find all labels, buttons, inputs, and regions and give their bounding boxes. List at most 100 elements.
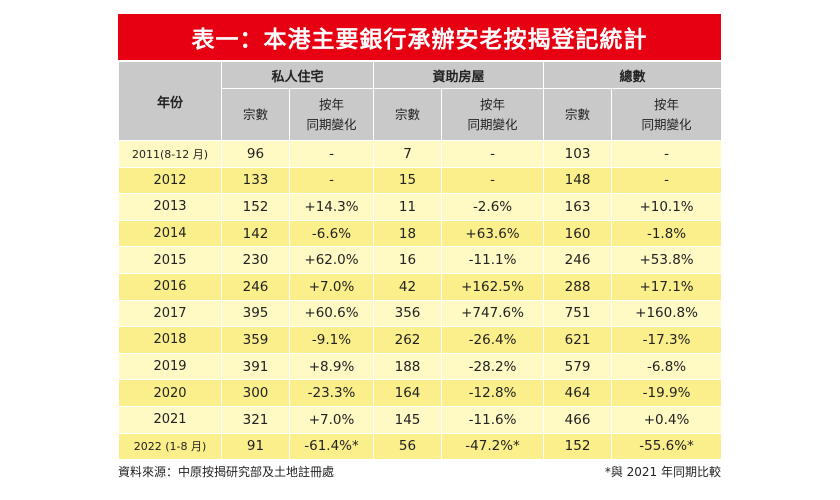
total-count-cell: 621 [543,326,613,354]
change-header: 按年 同期變化 [288,88,375,141]
private-change-cell: -9.1% [288,326,375,354]
subsidised-housing-header: 資助房屋 [373,61,545,89]
year-cell: 2011(8-12 月) [118,140,222,168]
table-row: 2012 133-15-148- [118,166,723,195]
count-header: 宗數 [221,88,290,141]
subsidised-count-cell: 164 [373,379,443,407]
private-change-cell: +7.0% [288,405,375,434]
private-change-cell: +62.0% [288,246,375,274]
year-cell: 2021 [118,405,222,434]
subsidised-change-cell: - [441,166,545,195]
subsidised-count-cell: 7 [373,140,443,168]
subsidised-change-cell: -11.1% [441,246,545,274]
private-count-cell: 91 [221,432,290,461]
subsidised-count-cell: 11 [373,193,443,221]
year-cell: 2017 [118,299,222,328]
total-count-cell: 246 [543,246,613,274]
table-row: 2011(8-12 月) 96-7-103- [118,140,723,168]
count-header: 宗數 [373,88,443,141]
year-cell: 2012 [118,166,222,195]
total-change-cell: -17.3% [611,326,723,354]
total-change-cell: - [611,140,723,168]
private-count-cell: 133 [221,166,290,195]
subsidised-change-cell: -47.2%* [441,432,545,461]
subsidised-change-cell: +63.6% [441,219,545,248]
subsidised-change-cell: +162.5% [441,272,545,301]
table-row: 2013 152 +14.3% 11 -2.6% 163 +10.1% [118,193,723,221]
table-row: 2022 (1-8 月) 91 -61.4%* 56 -47.2%* 152 -55.6%* [118,432,723,461]
total-change-cell: - [611,166,723,195]
subsidised-count-cell: 145 [373,405,443,434]
private-change-cell: -61.4%* [288,432,375,461]
table-row: 2018 359 -9.1% 262 -26.4% 621 -17.3% [118,326,723,354]
private-housing-header: 私人住宅 [220,61,375,89]
private-count-cell: 152 [221,193,290,221]
year-cell: 2015 [118,246,222,274]
subsidised-change-cell: -28.2% [441,352,545,381]
total-change-cell: -19.9% [611,379,723,407]
total-change-cell: -6.8% [611,352,723,381]
private-change-cell: +14.3% [288,193,375,221]
table-row: 2016 246 +7.0% 42 +162.5% 288 +17.1% [118,272,723,301]
total-change-cell: +160.8% [611,299,723,328]
year-cell: 2013 [118,193,222,221]
subsidised-count-cell: 56 [373,432,443,461]
subsidised-count-cell: 42 [373,272,443,301]
change-header: 按年 同期變化 [441,88,545,141]
total-change-cell: -55.6%* [611,432,723,461]
source-note: 資料來源：中原按揭研究部及土地註冊處 [118,465,335,479]
year-cell: 2014 [118,219,222,248]
total-count-cell: 152 [543,432,613,461]
private-count-cell: 246 [221,272,290,301]
table-row: 2021 321 +7.0% 145 -11.6% 466 +0.4% [118,405,723,434]
year-cell: 2018 [118,326,222,354]
table-row: 2019 391 +8.9% 188 -28.2% 579 -6.8% [118,352,723,381]
total-count-cell: 466 [543,405,613,434]
count-header: 宗數 [543,88,613,141]
private-change-cell: +7.0% [288,272,375,301]
total-change-cell: +10.1% [611,193,723,221]
private-count-cell: 230 [221,246,290,274]
private-count-cell: 391 [221,352,290,381]
private-count-cell: 359 [221,326,290,354]
total-count-cell: 464 [543,379,613,407]
comparison-note: *與 2021 年同期比較 [604,465,721,479]
table-row: 2017 395 +60.6% 356 +747.6% 751 +160.8% [118,299,723,328]
year-column-header: 年份 [118,61,222,141]
private-change-cell: - [288,166,375,195]
subsidised-change-cell: +747.6% [441,299,545,328]
private-count-cell: 142 [221,219,290,248]
subsidised-count-cell: 18 [373,219,443,248]
total-count-cell: 160 [543,219,613,248]
table-row: 2015 230 +62.0% 16 -11.1% 246 +53.8% [118,246,723,274]
total-count-cell: 103 [543,140,613,168]
private-change-cell: -6.6% [288,219,375,248]
year-cell: 2022 (1-8 月) [118,432,222,461]
statistics-table: 年份 私人住宅 資助房屋 總數 宗數 按年 同期變化 宗數 按年 同期變化 宗數 按… [118,61,723,461]
year-cell: 2020 [118,379,222,407]
subsidised-change-cell: -11.6% [441,405,545,434]
private-count-cell: 96 [221,140,290,168]
table-row: 2014 142 -6.6% 18 +63.6% 160 -1.8% [118,219,723,248]
subsidised-count-cell: 188 [373,352,443,381]
private-change-cell: - [288,140,375,168]
private-count-cell: 321 [221,405,290,434]
subsidised-count-cell: 356 [373,299,443,328]
total-count-cell: 751 [543,299,613,328]
total-change-cell: +53.8% [611,246,723,274]
subsidised-change-cell: -2.6% [441,193,545,221]
total-change-cell: +17.1% [611,272,723,301]
subsidised-change-cell: -26.4% [441,326,545,354]
subsidised-count-cell: 262 [373,326,443,354]
private-count-cell: 395 [221,299,290,328]
private-change-cell: +8.9% [288,352,375,381]
table-row: 2020 300 -23.3% 164 -12.8% 464 -19.9% [118,379,723,407]
subsidised-count-cell: 16 [373,246,443,274]
private-change-cell: +60.6% [288,299,375,328]
private-count-cell: 300 [221,379,290,407]
total-count-cell: 148 [543,166,613,195]
subsidised-count-cell: 15 [373,166,443,195]
table-body: 2011(8-12 月) 96-7-103-2012 133-15-148-2013… [118,140,723,461]
change-header: 按年 同期變化 [611,88,723,141]
private-change-cell: -23.3% [288,379,375,407]
